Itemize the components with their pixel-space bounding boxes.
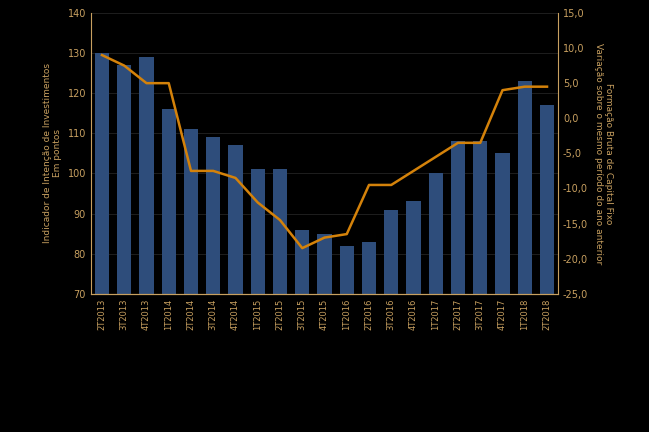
FBCF bbox=[143, 80, 151, 86]
Y-axis label: Indicador de Intenção de Investimentos
Em pontos: Indicador de Intenção de Investimentos E… bbox=[43, 64, 62, 243]
Bar bbox=[339, 246, 354, 432]
Bar bbox=[273, 169, 288, 432]
Bar bbox=[162, 109, 176, 432]
Bar bbox=[361, 241, 376, 432]
FBCF bbox=[120, 63, 128, 68]
Bar bbox=[495, 153, 509, 432]
Y-axis label: Formação Bruta de Capital Fixo
Variação sobre o mesmo período do ano anterior: Formação Bruta de Capital Fixo Variação … bbox=[594, 43, 613, 264]
Bar bbox=[428, 173, 443, 432]
FBCF bbox=[187, 168, 195, 174]
Bar bbox=[228, 145, 243, 432]
Bar bbox=[517, 81, 532, 432]
FBCF bbox=[543, 84, 551, 89]
FBCF bbox=[254, 200, 262, 205]
FBCF bbox=[98, 53, 106, 58]
Bar bbox=[206, 137, 221, 432]
Bar bbox=[473, 141, 487, 432]
Bar bbox=[540, 105, 554, 432]
Line: FBCF: FBCF bbox=[102, 55, 547, 248]
FBCF bbox=[498, 88, 506, 93]
FBCF bbox=[410, 168, 417, 174]
FBCF bbox=[432, 154, 439, 159]
FBCF bbox=[476, 140, 484, 146]
Bar bbox=[384, 210, 398, 432]
FBCF bbox=[343, 232, 350, 237]
Bar bbox=[117, 65, 132, 432]
Bar bbox=[251, 169, 265, 432]
Legend: Indicador de Intenção de Investimentos, FBCF: Indicador de Intenção de Investimentos, … bbox=[175, 429, 474, 432]
Bar bbox=[406, 201, 421, 432]
FBCF bbox=[276, 217, 284, 222]
Bar bbox=[140, 57, 154, 432]
FBCF bbox=[299, 245, 306, 251]
FBCF bbox=[210, 168, 217, 174]
FBCF bbox=[165, 80, 173, 86]
FBCF bbox=[521, 84, 529, 89]
Bar bbox=[295, 229, 310, 432]
Bar bbox=[317, 234, 332, 432]
FBCF bbox=[321, 235, 328, 240]
Bar bbox=[451, 141, 465, 432]
Bar bbox=[95, 53, 109, 432]
FBCF bbox=[232, 175, 239, 181]
Bar bbox=[184, 129, 198, 432]
FBCF bbox=[365, 182, 373, 187]
FBCF bbox=[387, 182, 395, 187]
FBCF bbox=[454, 140, 462, 146]
